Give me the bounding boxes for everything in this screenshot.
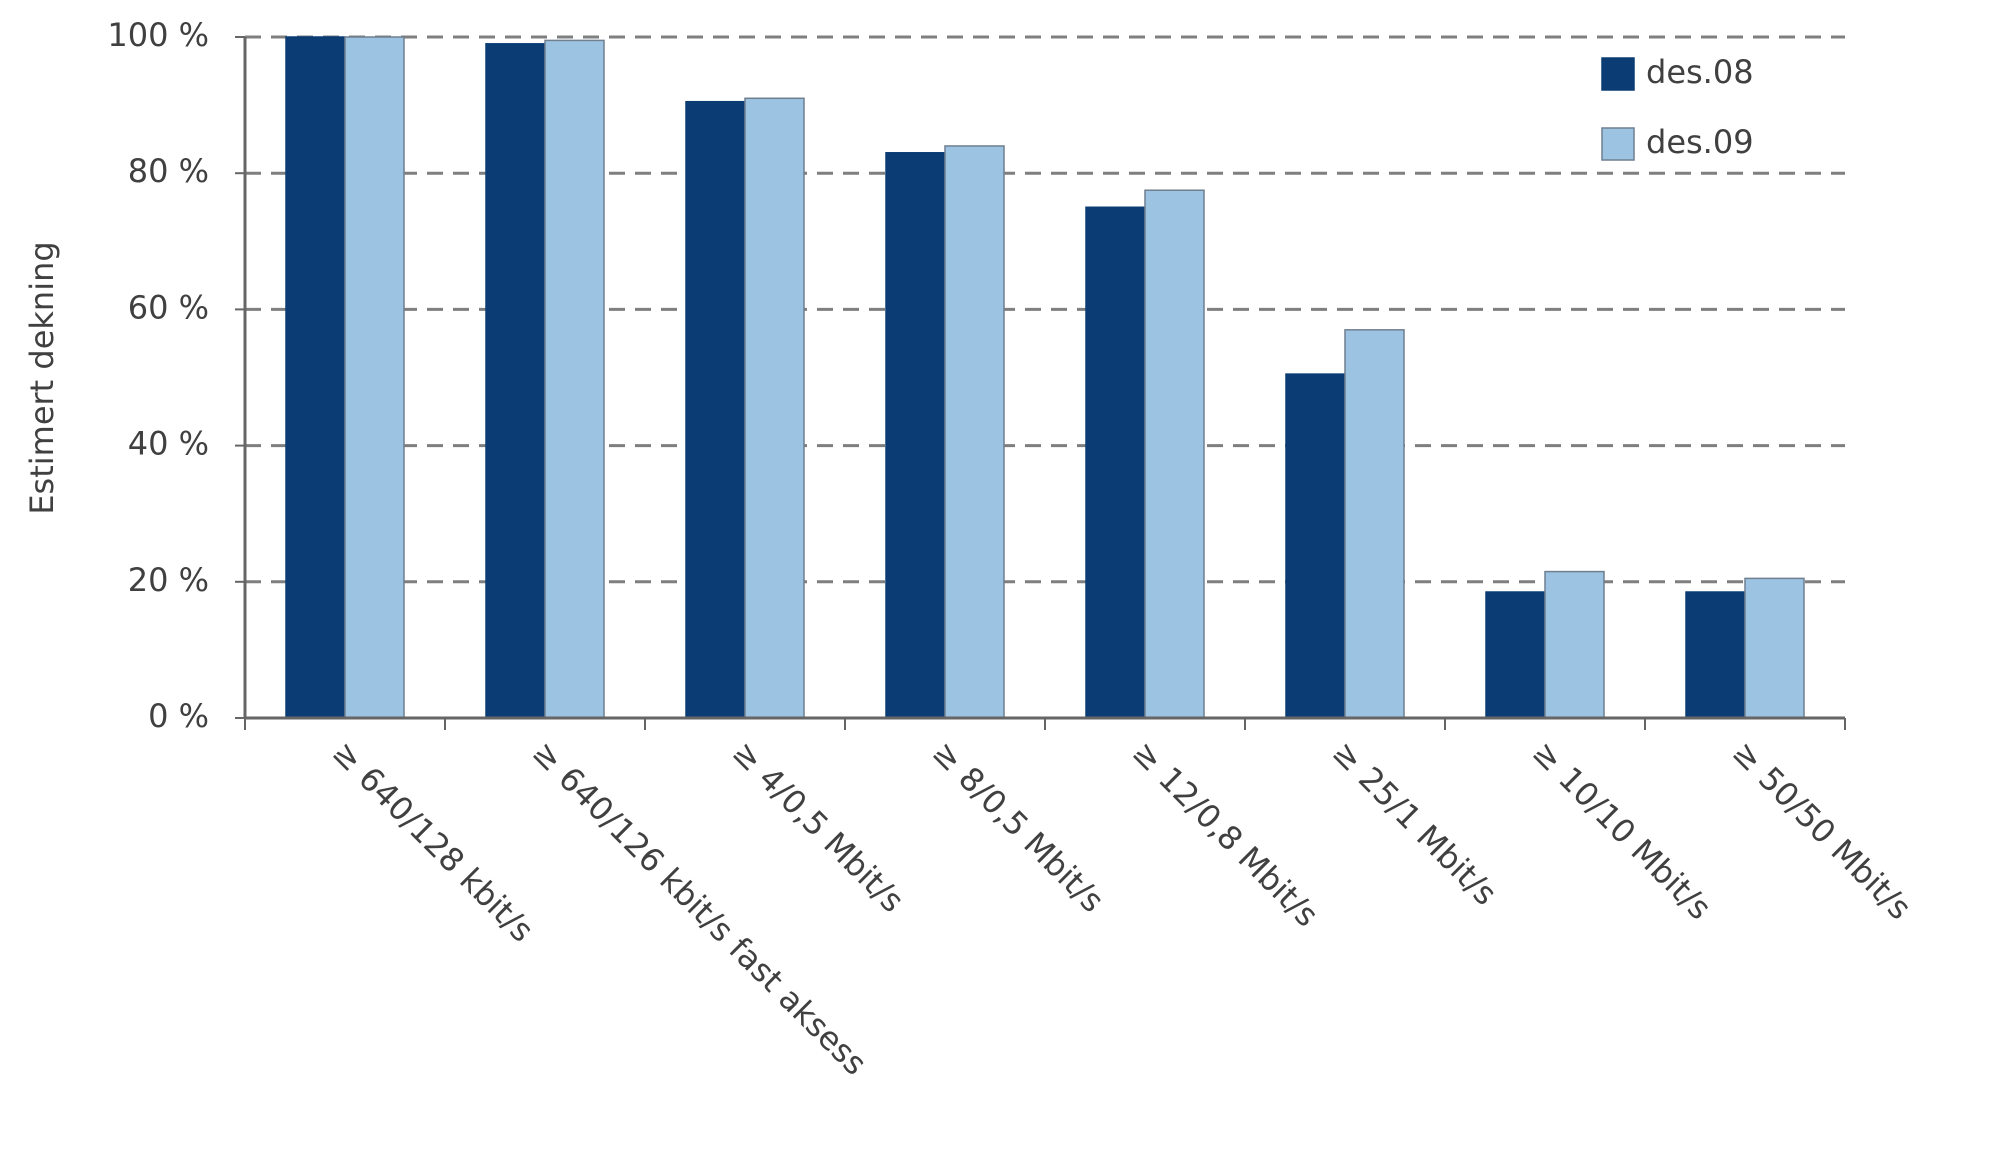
bar	[1085, 206, 1146, 719]
bar	[1344, 329, 1405, 719]
bar	[944, 145, 1005, 719]
legend-swatch	[1601, 127, 1635, 161]
x-tick-label: ≥ 10/10 Mbit/s	[1525, 733, 1719, 927]
bar	[1744, 577, 1805, 719]
bar	[285, 36, 346, 719]
y-axis-title: Estimert dekning	[23, 241, 61, 514]
legend-swatch	[1601, 57, 1635, 91]
bar	[485, 43, 546, 719]
y-tick-label: 100 %	[107, 16, 209, 54]
x-tick-label: ≥ 4/0,5 Mbit/s	[725, 733, 912, 920]
bar	[344, 36, 405, 719]
bar	[1285, 373, 1346, 719]
y-tick-label: 80 %	[128, 152, 209, 190]
bar	[1485, 591, 1546, 719]
bar	[885, 152, 946, 719]
y-tick-label: 40 %	[128, 425, 209, 463]
bar	[1144, 189, 1205, 719]
x-tick-label: ≥ 8/0,5 Mbit/s	[925, 733, 1112, 920]
legend-label: des.09	[1646, 123, 1754, 161]
legend-label: des.08	[1646, 53, 1754, 91]
bar	[744, 97, 805, 719]
bar	[544, 39, 605, 719]
bar	[685, 100, 746, 719]
x-tick-label: ≥ 50/50 Mbit/s	[1725, 733, 1919, 927]
y-tick-label: 20 %	[128, 561, 209, 599]
x-tick-label: ≥ 25/1 Mbit/s	[1325, 733, 1504, 912]
x-tick-label: ≥ 640/128 kbit/s	[325, 733, 541, 949]
y-tick-label: 0 %	[148, 697, 209, 735]
bar	[1544, 570, 1605, 719]
y-tick-label: 60 %	[128, 288, 209, 326]
x-tick-label: ≥ 640/126 kbit/s fast aksess	[525, 733, 874, 1082]
x-tick-label: ≥ 12/0,8 Mbit/s	[1125, 733, 1326, 934]
bar	[1685, 591, 1746, 719]
